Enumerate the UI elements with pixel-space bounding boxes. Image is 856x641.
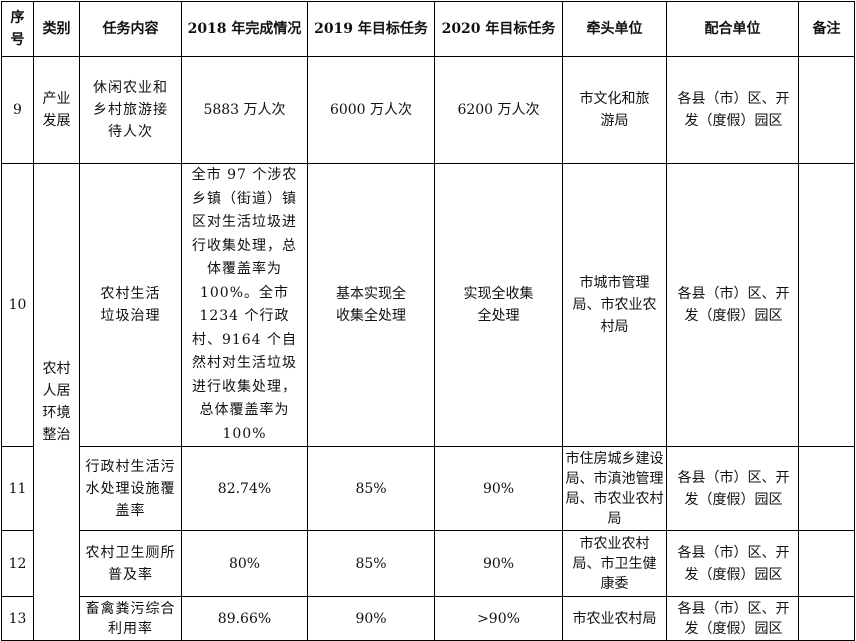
header-done-2018: 2018 年完成情况 [181,1,308,57]
done-2018-cell: 5883 万人次 [181,56,308,164]
target-2019-cell: 90% [307,596,435,641]
remark-cell [798,163,855,447]
table-row: 13 畜禽粪污综合利用率 89.66% 90% >90% 市农业农村局 各县（市… [1,596,855,641]
task-cell: 行政村生活污水处理设施覆盖率 [79,446,182,531]
header-remark: 备注 [798,1,855,57]
remark-cell [798,446,855,531]
table-row: 10 农村人居环境整治 农村生活垃圾治理 全市 97 个涉农乡镇（街道）镇区对生… [1,163,855,641]
lead-unit-cell: 市文化和旅游局 [562,56,667,164]
row-no: 10 [1,163,34,447]
table-row: 12 农村卫生厕所普及率 80% 85% 90% 市农业农村局、市卫生健康委 各… [1,530,855,597]
task-cell: 畜禽粪污综合利用率 [79,596,182,641]
row-no: 11 [1,446,34,531]
category-cell: 农村人居环境整治 [33,163,80,641]
row-no: 12 [1,530,34,597]
target-2020-cell: 90% [434,446,563,531]
table-row: 9 产业发展 休闲农业和乡村旅游接待人次 5883 万人次 6000 万人次 6… [1,56,855,164]
category-cell: 产业发展 [33,56,80,164]
table-row: 11 行政村生活污水处理设施覆盖率 82.74% 85% 90% 市住房城乡建设… [1,446,855,531]
done-2018-cell: 80% [181,530,308,597]
lead-unit-cell: 市农业农村局 [562,596,667,641]
coop-unit-cell: 各县（市）区、开发（度假）园区 [666,596,799,641]
header-category: 类别 [33,1,80,57]
target-2019-cell: 6000 万人次 [307,56,435,164]
lead-unit-cell: 市住房城乡建设局、市滇池管理局、市农业农村局 [562,446,667,531]
done-2018-cell: 82.74% [181,446,308,531]
target-2020-cell: 实现全收集全处理 [434,163,563,447]
header-task: 任务内容 [79,1,182,57]
remark-cell [798,56,855,164]
coop-unit-cell: 各县（市）区、开发（度假）园区 [666,446,799,531]
row-no: 13 [1,596,34,641]
row-no: 9 [1,56,34,164]
coop-unit-cell: 各县（市）区、开发（度假）园区 [666,530,799,597]
remark-cell [798,530,855,597]
coop-unit-cell: 各县（市）区、开发（度假）园区 [666,163,799,447]
target-2019-cell: 85% [307,446,435,531]
header-target-2020: 2020 年目标任务 [434,1,563,57]
coop-unit-cell: 各县（市）区、开发（度假）园区 [666,56,799,164]
target-2020-cell: >90% [434,596,563,641]
lead-unit-cell: 市城市管理局、市农业农村局 [562,163,667,447]
task-cell: 农村生活垃圾治理 [79,163,182,447]
header-lead-unit: 牵头单位 [562,1,667,57]
task-cell: 休闲农业和乡村旅游接待人次 [79,56,182,164]
header-no: 序号 [1,1,34,57]
target-2019-cell: 85% [307,530,435,597]
done-2018-cell: 89.66% [181,596,308,641]
header-target-2019: 2019 年目标任务 [307,1,435,57]
header-coop-unit: 配合单位 [666,1,799,57]
target-2020-cell: 90% [434,530,563,597]
done-2018-cell: 全市 97 个涉农乡镇（街道）镇区对生活垃圾进行收集处理，总体覆盖率为 100%… [181,163,308,447]
target-2019-cell: 基本实现全收集全处理 [307,163,435,447]
header-row: 序号 类别 任务内容 2018 年完成情况 2019 年目标任务 2020 年目… [1,1,855,57]
task-cell: 农村卫生厕所普及率 [79,530,182,597]
lead-unit-cell: 市农业农村局、市卫生健康委 [562,530,667,597]
target-2020-cell: 6200 万人次 [434,56,563,164]
remark-cell [798,596,855,641]
